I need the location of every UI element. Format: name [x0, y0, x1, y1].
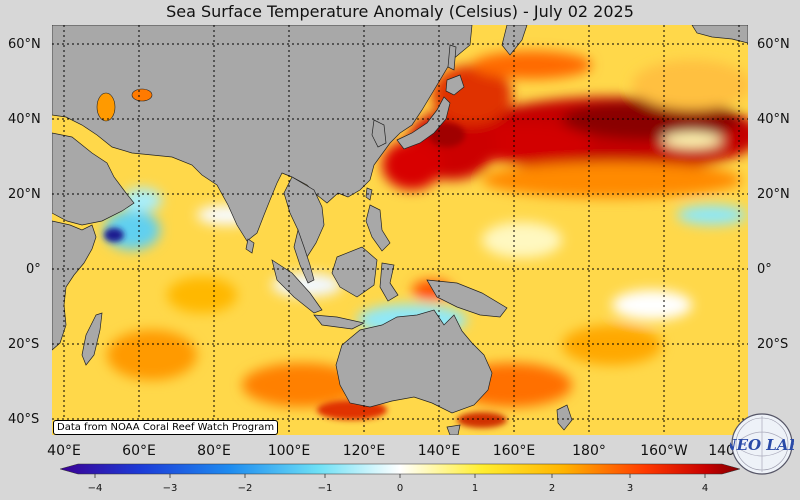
sakhalin-island: [447, 44, 457, 71]
tasmania-island: [446, 424, 461, 435]
lat-label-left: 0°: [26, 262, 41, 277]
korea-peninsula: [371, 119, 387, 148]
colorbar-tick-label: −3: [162, 483, 178, 494]
graticule: [52, 25, 748, 435]
map-title: Sea Surface Temperature Anomaly (Celsius…: [166, 2, 634, 21]
svg-text:NEO LAB: NEO LAB: [730, 436, 794, 454]
anomaly-patches: [104, 51, 748, 407]
hokkaido-island: [445, 74, 465, 96]
new-guinea-island: [426, 279, 508, 318]
lat-label-right: 20°S: [757, 337, 789, 352]
lon-label: 180°: [572, 443, 606, 459]
lat-label-right: 60°N: [757, 37, 790, 52]
lon-label: 160°W: [640, 443, 688, 459]
lat-label-right: 0°: [757, 262, 772, 277]
sumatra-island: [271, 259, 323, 314]
sri-lanka-island: [245, 238, 255, 254]
colorbar-tick-label: 1: [471, 483, 479, 494]
lat-label-left: 60°N: [8, 37, 41, 52]
colorbar: [60, 463, 740, 478]
lon-label: 160°E: [492, 443, 536, 459]
colorbar-tick-label: 0: [396, 483, 404, 494]
borneo-island: [331, 246, 378, 298]
lat-label-left: 20°S: [8, 337, 40, 352]
colorbar-tick-label: −2: [237, 483, 253, 494]
australia-landmass: [335, 309, 493, 414]
asia-landmass: [52, 25, 473, 242]
lat-label-right: 40°N: [757, 112, 790, 127]
lon-label: 120°E: [342, 443, 386, 459]
sst-anomaly-map: [52, 25, 748, 435]
sulawesi-island: [379, 262, 399, 302]
madagascar-island: [81, 312, 103, 366]
colorbar-tick-label: −4: [87, 483, 103, 494]
lon-label: 100°E: [267, 443, 311, 459]
malay-peninsula: [293, 228, 315, 284]
lon-label: 140°E: [417, 443, 461, 459]
colorbar-tick-marks: [94, 474, 706, 478]
colorbar-tick-label: 3: [626, 483, 634, 494]
arabia-landmass: [52, 132, 135, 226]
neo-lab-logo: NEO LAB: [730, 413, 794, 475]
lon-label: 80°E: [197, 443, 231, 459]
colorbar-tick-label: −1: [317, 483, 333, 494]
lon-label: 60°E: [122, 443, 156, 459]
new-zealand-islands: [556, 404, 573, 431]
land-masses: [52, 25, 748, 435]
data-credit: Data from NOAA Coral Reef Watch Program: [53, 420, 279, 435]
colorbar-tick-label: 4: [701, 483, 709, 494]
colorbar-tick-label: 2: [548, 483, 556, 494]
alaska-landmass: [691, 25, 748, 44]
lat-label-left: 40°N: [8, 112, 41, 127]
lon-label: 40°E: [47, 443, 81, 459]
lat-label-left: 40°S: [8, 412, 40, 427]
anomaly-details: [104, 123, 507, 428]
map-canvas: [52, 25, 748, 435]
inland-waters: [96, 88, 153, 122]
japan-islands: [396, 96, 451, 150]
philippines-islands: [365, 204, 391, 252]
lat-label-right: 20°N: [757, 187, 790, 202]
lat-label-left: 20°N: [8, 187, 41, 202]
java-island: [313, 314, 366, 330]
colorbar-ramp: [60, 463, 740, 475]
